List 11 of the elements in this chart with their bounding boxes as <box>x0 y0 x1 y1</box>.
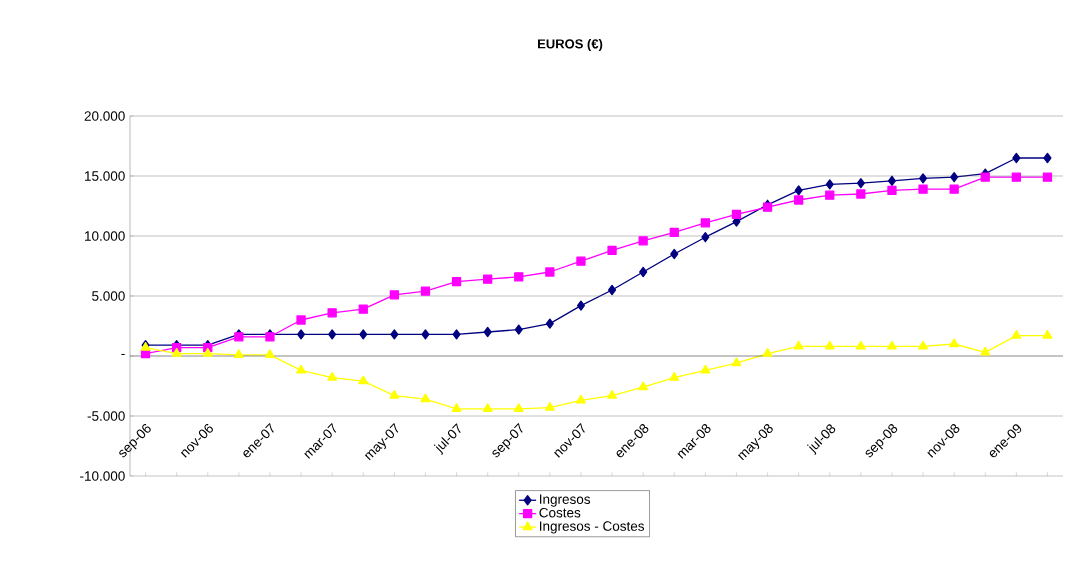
y-tick-label: 20.000 <box>84 111 125 121</box>
legend-label: Costes <box>539 507 581 518</box>
chart-title: EUROS (€) <box>538 38 603 52</box>
y-tick-label: -5.000 <box>87 411 125 421</box>
legend-label: Ingresos - Costes <box>540 521 645 534</box>
y-tick-label: -10.000 <box>80 471 125 481</box>
y-tick-label: - <box>121 353 125 355</box>
y-tick-label: 10.000 <box>85 231 125 241</box>
legend-label: Ingresos <box>540 494 591 507</box>
y-tick-label: 5.000 <box>92 291 125 301</box>
y-tick-label: 15.000 <box>85 171 125 181</box>
